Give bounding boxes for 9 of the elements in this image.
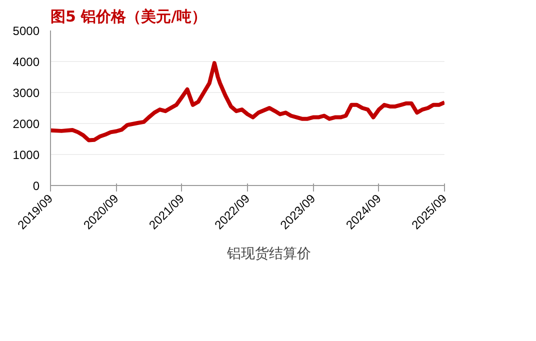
y-tick-label: 4000: [12, 55, 40, 69]
y-tick-label: 1000: [12, 148, 40, 162]
y-tick-label: 5000: [12, 24, 40, 38]
y-tick-label: 3000: [12, 86, 40, 100]
chart-title: 图5 铝价格（美元/吨）: [50, 8, 207, 26]
y-tick-label: 2000: [12, 117, 40, 131]
line-series: [50, 61, 444, 142]
y-tick-label: 0: [32, 179, 40, 193]
text: 铝现货结算价: [227, 245, 311, 263]
